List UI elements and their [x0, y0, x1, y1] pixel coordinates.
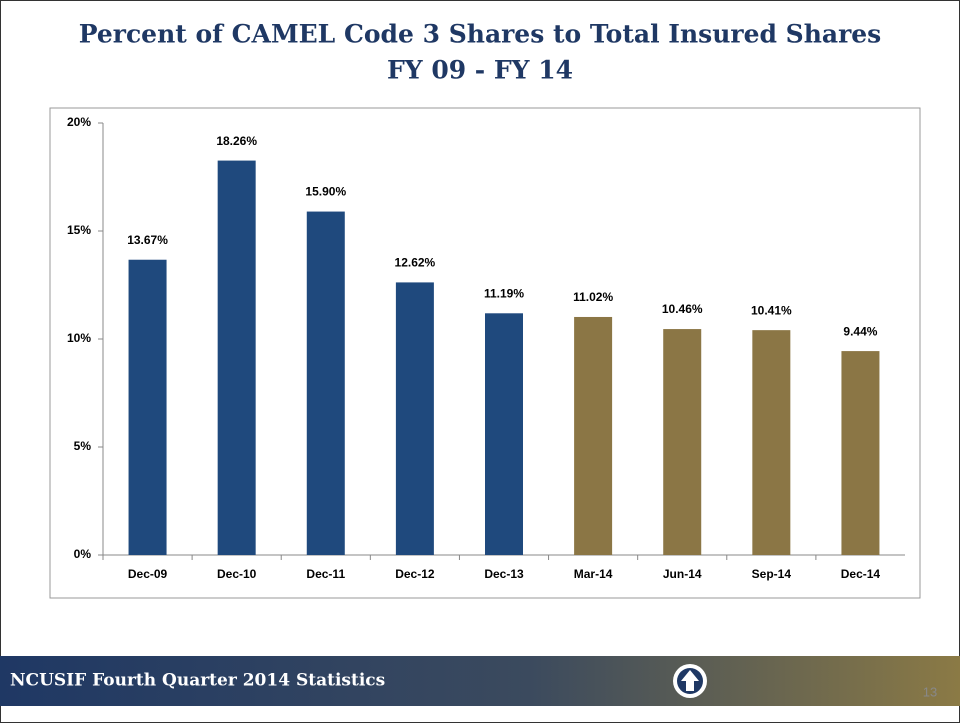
bar — [574, 316, 613, 555]
value-label: 10.41% — [751, 303, 792, 317]
x-tick-label: Dec-12 — [395, 567, 435, 581]
bar — [485, 313, 523, 555]
y-tick-label: 0% — [74, 547, 92, 561]
value-label: 9.44% — [843, 324, 877, 338]
bar — [663, 329, 702, 555]
bar — [752, 330, 791, 555]
value-label: 10.46% — [662, 302, 703, 316]
y-tick-label: 10% — [67, 331, 91, 345]
x-tick-label: Dec-14 — [841, 567, 881, 581]
chart-subtitle: FY 09 - FY 14 — [387, 56, 573, 85]
bar — [306, 211, 345, 555]
x-tick-label: Jun-14 — [663, 567, 702, 581]
footer-band — [0, 656, 960, 706]
value-label: 11.02% — [573, 290, 613, 304]
logo — [673, 664, 707, 698]
chart-title: Percent of CAMEL Code 3 Shares to Total … — [79, 20, 882, 49]
x-tick-label: Dec-13 — [484, 567, 524, 581]
value-label: 15.90% — [305, 185, 346, 199]
value-label: 18.26% — [216, 134, 257, 148]
plot: 0% 5% 10% 15% 20% Dec-09 13.67% Dec-10 18.26% Dec… — [67, 115, 905, 581]
value-label: 11.19% — [484, 286, 524, 300]
value-label: 13.67% — [127, 233, 168, 247]
y-tick-label: 15% — [67, 223, 91, 237]
bar — [841, 351, 880, 555]
bar — [217, 160, 256, 556]
footer-text: NCUSIF Fourth Quarter 2014 Statistics — [10, 671, 385, 691]
bar — [395, 282, 434, 555]
x-tick-label: Mar-14 — [574, 567, 613, 581]
x-tick-label: Dec-11 — [306, 567, 345, 581]
x-tick-label: Dec-10 — [217, 567, 257, 581]
x-tick-label: Sep-14 — [752, 567, 792, 581]
value-label: 12.62% — [395, 256, 436, 270]
bar — [128, 259, 167, 555]
page-number: 13 — [923, 684, 937, 699]
y-tick-label: 20% — [67, 115, 91, 129]
x-tick-label: Dec-09 — [128, 567, 168, 581]
y-tick-label: 5% — [74, 439, 92, 453]
